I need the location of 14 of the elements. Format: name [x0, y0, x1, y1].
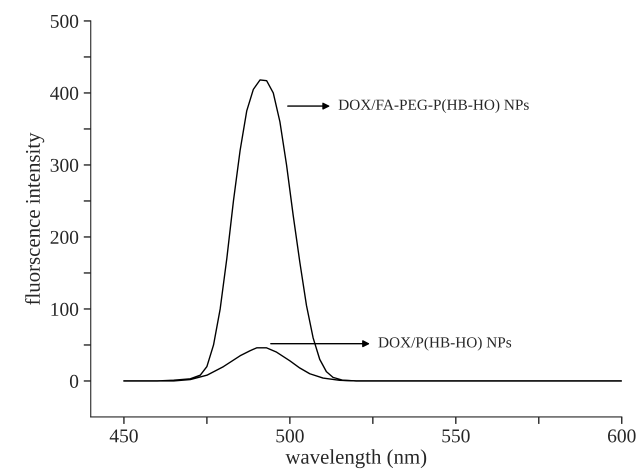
annotation: DOX/FA-PEG-P(HB-HO) NPs	[338, 99, 529, 114]
y-tick-label: 500	[50, 14, 78, 28]
y-tick-label: 400	[50, 86, 78, 100]
x-tick-label: 500	[276, 429, 304, 442]
y-axis-title: fluorscence intensity	[25, 132, 44, 305]
x-tick-label: 550	[442, 429, 470, 442]
y-tick-label: 100	[51, 302, 78, 316]
y-tick-label: 0	[70, 374, 78, 388]
x-tick-label: 600	[608, 429, 636, 442]
y-tick-label: 200	[50, 230, 78, 244]
x-axis-title: wavelength (nm)	[285, 449, 426, 468]
y-tick-label: 300	[50, 158, 78, 172]
annotation: DOX/P(HB-HO) NPs	[378, 336, 512, 351]
x-tick-label: 450	[110, 429, 138, 442]
